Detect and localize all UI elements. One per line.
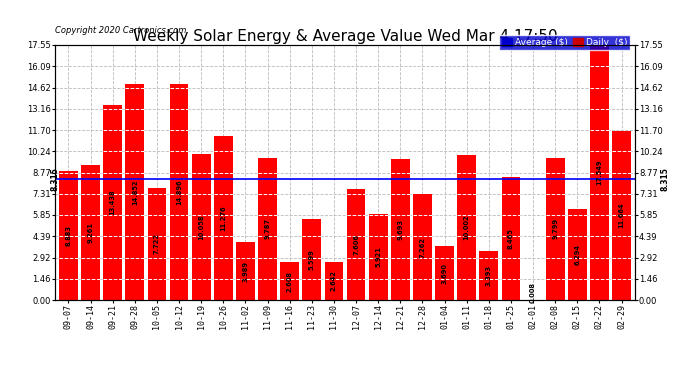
Bar <box>590 45 609 300</box>
Bar <box>457 154 476 300</box>
Text: 14.852: 14.852 <box>132 179 138 205</box>
Text: 9.261: 9.261 <box>88 222 94 243</box>
Text: 8.315: 8.315 <box>661 167 670 191</box>
Text: 5.921: 5.921 <box>375 246 381 267</box>
Bar <box>546 158 564 300</box>
Bar <box>502 177 520 300</box>
Bar <box>480 251 498 300</box>
Text: 9.693: 9.693 <box>397 219 404 240</box>
Text: 7.262: 7.262 <box>420 237 426 258</box>
Text: 14.896: 14.896 <box>176 179 182 205</box>
Bar <box>236 242 255 300</box>
Text: 3.989: 3.989 <box>242 261 248 282</box>
Text: 10.002: 10.002 <box>464 214 470 240</box>
Text: 9.787: 9.787 <box>264 218 270 239</box>
Text: 11.276: 11.276 <box>220 205 226 231</box>
Bar <box>192 154 210 300</box>
Bar <box>170 84 188 300</box>
Text: 3.393: 3.393 <box>486 265 492 286</box>
Text: 7.722: 7.722 <box>154 233 160 254</box>
Bar <box>435 246 454 300</box>
Text: 8.883: 8.883 <box>66 225 72 246</box>
Text: 3.690: 3.690 <box>442 263 448 284</box>
Bar <box>568 209 586 300</box>
Text: 7.606: 7.606 <box>353 234 359 255</box>
Bar <box>413 195 432 300</box>
Bar <box>148 188 166 300</box>
Text: 8.315: 8.315 <box>50 167 59 191</box>
Text: 6.294: 6.294 <box>574 244 580 265</box>
Bar <box>612 130 631 300</box>
Text: 9.799: 9.799 <box>552 218 558 239</box>
Bar <box>302 219 322 300</box>
Text: 2.608: 2.608 <box>286 270 293 291</box>
Bar <box>324 262 344 300</box>
Bar <box>368 214 388 300</box>
Bar <box>126 84 144 300</box>
Text: 5.599: 5.599 <box>309 249 315 270</box>
Bar <box>391 159 410 300</box>
Text: 10.058: 10.058 <box>198 214 204 240</box>
Text: 2.642: 2.642 <box>331 270 337 291</box>
Bar <box>104 105 122 300</box>
Title: Weekly Solar Energy & Average Value Wed Mar 4 17:50: Weekly Solar Energy & Average Value Wed … <box>132 29 558 44</box>
Text: 17.549: 17.549 <box>596 160 602 185</box>
Bar <box>214 136 233 300</box>
Bar <box>81 165 100 300</box>
Bar <box>280 262 299 300</box>
Text: 0.008: 0.008 <box>530 282 536 303</box>
Text: 8.465: 8.465 <box>508 228 514 249</box>
Text: 13.438: 13.438 <box>110 189 116 215</box>
Bar <box>346 189 366 300</box>
Bar <box>258 158 277 300</box>
Text: Copyright 2020 Cartronics.com: Copyright 2020 Cartronics.com <box>55 26 186 35</box>
Bar <box>59 171 78 300</box>
Text: 11.664: 11.664 <box>618 202 624 228</box>
Legend: Average ($), Daily  ($): Average ($), Daily ($) <box>499 36 630 50</box>
